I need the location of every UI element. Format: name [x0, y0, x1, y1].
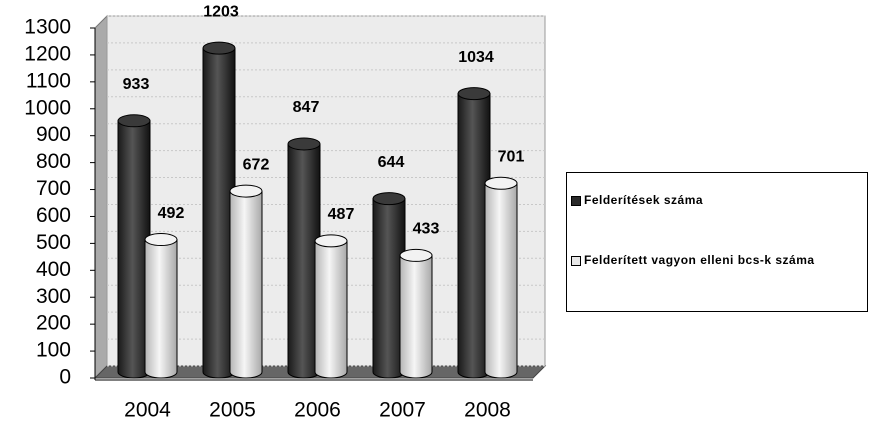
y-tick-label: 400	[36, 258, 71, 281]
value-label: 847	[293, 99, 320, 116]
legend: Felderítések száma Felderített vagyon ell…	[566, 172, 868, 312]
legend-swatch	[571, 256, 581, 266]
cylinder-top	[117, 114, 151, 128]
value-label: 433	[413, 221, 440, 238]
cylinder	[314, 240, 348, 379]
y-tick-label: 1300	[24, 16, 71, 39]
value-label: 701	[498, 148, 525, 165]
value-label: 1203	[203, 3, 239, 20]
legend-item: Felderítések száma	[571, 193, 861, 207]
y-tick-label: 1000	[24, 96, 71, 119]
value-label: 672	[243, 156, 270, 173]
legend-label: Felderített vagyon elleni bcs-k száma	[584, 253, 815, 267]
x-tick-label: 2006	[294, 399, 341, 422]
side-wall	[94, 14, 108, 380]
y-tick-label: 600	[36, 204, 71, 227]
cylinder-top	[202, 41, 236, 55]
x-tick-label: 2007	[379, 399, 426, 422]
y-tick-label: 900	[36, 123, 71, 146]
y-tick-label: 700	[36, 177, 71, 200]
x-tick-label: 2005	[209, 399, 256, 422]
cylinder	[229, 190, 263, 379]
y-tick-label: 800	[36, 150, 71, 173]
value-label: 933	[123, 76, 150, 93]
y-tick-label: 500	[36, 231, 71, 254]
y-tick-label: 200	[36, 312, 71, 335]
cylinder	[484, 182, 518, 379]
cylinder	[399, 254, 433, 379]
value-label: 492	[158, 205, 185, 222]
cylinder-top	[484, 176, 518, 190]
cylinder-top	[229, 184, 263, 198]
value-label: 644	[378, 154, 405, 171]
y-tick-label: 0	[59, 366, 71, 389]
legend-swatch	[571, 196, 581, 206]
y-tick-label: 100	[36, 339, 71, 362]
x-tick-label: 2004	[124, 399, 171, 422]
y-tick-label: 300	[36, 285, 71, 308]
cylinder	[144, 239, 178, 379]
y-tick-label: 1200	[24, 42, 71, 65]
cylinder-top	[457, 87, 491, 101]
cylinder-top	[144, 233, 178, 247]
value-label: 487	[328, 206, 355, 223]
cylinder-top	[287, 137, 321, 151]
cylinder-top	[372, 192, 406, 206]
legend-label: Felderítések száma	[584, 193, 704, 207]
cylinder-top	[399, 248, 433, 262]
cylinder-top	[314, 234, 348, 248]
y-tick-label: 1100	[26, 69, 71, 92]
x-tick-label: 2008	[464, 399, 511, 422]
value-label: 1034	[458, 49, 494, 66]
legend-item: Felderített vagyon elleni bcs-k száma	[571, 253, 861, 267]
